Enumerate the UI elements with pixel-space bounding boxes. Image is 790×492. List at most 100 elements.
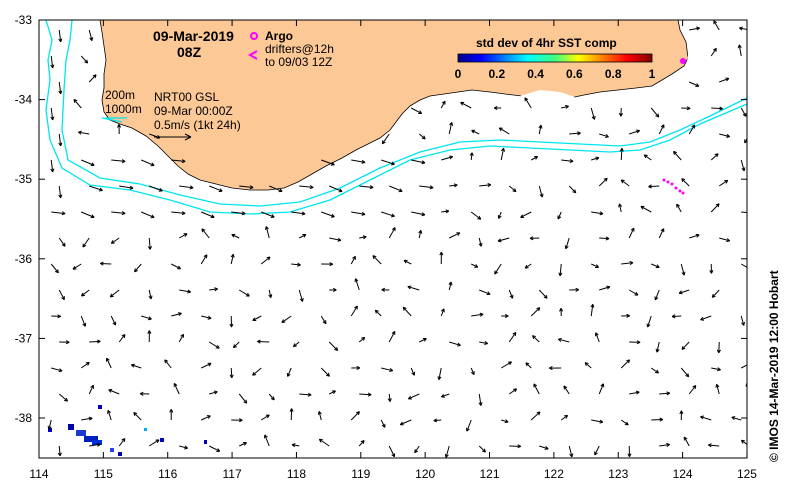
colorbar-tick-label: 0.2 [488,67,505,81]
current-arrow [530,411,541,421]
current-arrow [718,179,729,187]
current-arrow [680,263,686,276]
current-arrow [88,384,94,395]
current-arrow [640,205,652,213]
current-arrow [646,315,652,328]
current-arrow [50,55,55,69]
colorbar-tick-label: 0.4 [527,67,544,81]
current-arrow [299,185,314,190]
current-arrow [590,303,595,317]
current-arrow [208,341,220,349]
current-arrow [100,261,112,266]
current-arrow [372,255,382,265]
current-arrow [740,107,747,117]
current-arrow [740,263,747,268]
x-axis: 114 115 116 117 118 119 120 121 122 123 124 125 [29,20,757,481]
current-arrow [681,178,690,187]
current-arrow [388,227,396,239]
current-arrow [358,440,365,447]
current-arrow [209,445,221,452]
current-arrow [261,211,275,218]
current-arrow [549,366,562,371]
model-name: NRT00 GSL [154,90,219,104]
current-arrow [710,153,719,161]
current-arrow [238,393,248,404]
current-arrow [209,390,218,395]
current-arrow [381,159,395,166]
current-arrow [673,150,682,161]
current-arrow [441,155,454,161]
x-tick-label: 117 [223,467,242,481]
colorbar-ticks: 0 0.2 0.4 0.6 0.8 1 [455,67,656,81]
current-arrow [148,439,160,447]
current-arrow [676,203,682,213]
colorbar-tick-label: 0.6 [566,67,583,81]
y-axis: -33 -34 -35 -36 -37 -38 [15,13,747,425]
current-arrow [231,233,240,239]
current-arrow [628,227,635,239]
current-arrow [448,122,454,135]
current-arrow [658,228,665,239]
current-arrow [381,211,395,218]
current-arrow [111,211,126,216]
current-arrow [530,307,541,317]
current-arrow [80,289,90,297]
current-arrow [591,263,599,268]
current-arrow [110,315,117,326]
colorbar-tick-label: 0 [455,67,462,81]
current-arrow [47,419,52,430]
current-arrow [78,130,90,135]
current-arrow [229,315,234,328]
current-arrow [388,331,396,343]
current-arrow [317,411,322,421]
current-arrow [51,211,66,216]
current-arrow [681,341,690,350]
current-arrow [569,287,580,292]
current-arrow [681,106,691,111]
current-arrow [329,237,342,242]
current-arrow [81,211,95,219]
drifter-legend-marker [247,50,258,60]
current-arrow [524,97,532,109]
x-tick-label: 120 [415,467,435,481]
current-arrow [460,101,472,109]
current-arrow [58,185,63,199]
current-arrow [321,159,335,166]
current-arrow [659,442,670,447]
current-arrow [711,367,721,372]
current-arrow [149,185,163,192]
current-arrow [739,26,747,31]
current-arrow [749,235,759,238]
current-arrow [359,235,367,240]
current-arrow [81,159,95,167]
current-arrow [629,390,640,395]
current-arrow [741,211,747,213]
current-arrow [238,289,250,297]
current-arrow [520,211,532,218]
current-arrow [50,159,55,173]
current-arrow [268,393,275,401]
current-arrow [441,393,450,398]
current-arrow [141,315,152,321]
current-arrow [564,237,570,250]
current-arrow [710,203,720,213]
x-tick-label: 118 [287,467,306,481]
current-arrow [740,364,747,369]
current-arrow [557,337,570,343]
current-arrow [437,367,442,381]
current-arrow [80,55,89,64]
current-arrow [108,388,120,395]
current-arrow [618,107,624,117]
current-arrow [439,251,444,265]
current-arrow [530,156,539,161]
current-arrow [599,236,610,241]
x-tick-label: 115 [94,467,113,481]
current-arrow [418,229,423,239]
argo-float [680,58,686,64]
current-arrow [599,133,609,138]
current-arrow [321,211,335,218]
current-arrow [107,409,112,421]
current-arrow [351,365,361,370]
east-ocean [686,20,747,118]
